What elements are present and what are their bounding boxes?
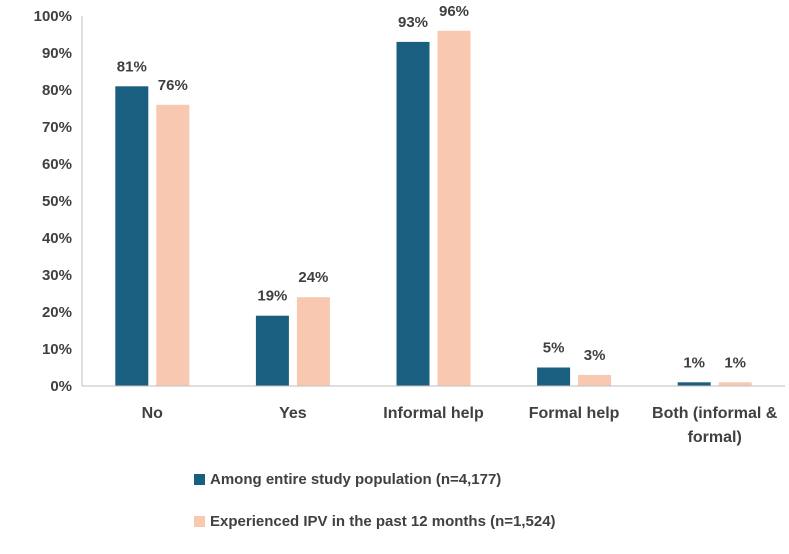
bar-series-1-cat-4 [537, 367, 571, 386]
y-tick-label: 80% [42, 82, 72, 99]
y-tick-label: 30% [42, 267, 72, 284]
data-label-series-1-cat-2: 19% [257, 288, 287, 305]
y-tick-label: 100% [34, 8, 72, 25]
x-category-label: No [142, 405, 164, 422]
bar-series-1-cat-5 [677, 382, 711, 386]
x-category-label: Yes [279, 405, 307, 422]
x-category-label: formal) [688, 429, 742, 446]
x-category-label: Both (informal & [652, 405, 778, 422]
data-label-series-1-cat-3: 93% [398, 14, 428, 31]
y-tick-label: 40% [42, 230, 72, 247]
legend-item-entire-population: Among entire study population (n=4,177) [194, 470, 556, 488]
y-tick-label: 90% [42, 45, 72, 62]
bar-chart: 0% 10% 20% 30% 40% 50% 60% 70% 80% 90% 100% 81% 76%… [34, 3, 785, 446]
bar-series-2-cat-5 [718, 382, 752, 386]
x-axis: No Yes Informal help Formal help Both (infor… [82, 385, 785, 446]
legend-label-experienced-ipv: Experienced IPV in the past 12 months (n… [210, 512, 556, 530]
data-label-series-2-cat-2: 24% [298, 269, 328, 286]
data-label-series-2-cat-4: 3% [584, 347, 606, 364]
legend-item-experienced-ipv: Experienced IPV in the past 12 months (n… [194, 512, 556, 530]
bar-series-1-cat-1 [115, 86, 149, 387]
data-label-series-2-cat-5: 1% [724, 354, 746, 371]
legend: Among entire study population (n=4,177) … [194, 470, 556, 554]
y-tick-label: 20% [42, 304, 72, 321]
bar-series-2-cat-3 [437, 30, 471, 387]
y-axis: 0% 10% 20% 30% 40% 50% 60% 70% 80% 90% 100% [34, 8, 83, 395]
bars [115, 30, 752, 387]
y-tick-label: 0% [50, 378, 72, 395]
y-tick-label: 70% [42, 119, 72, 136]
legend-label-entire-population: Among entire study population (n=4,177) [210, 470, 502, 488]
data-label-series-1-cat-4: 5% [543, 340, 565, 357]
y-tick-label: 60% [42, 156, 72, 173]
bar-series-1-cat-2 [255, 315, 289, 386]
data-label-series-2-cat-1: 76% [158, 77, 188, 94]
legend-swatch-experienced-ipv [194, 515, 205, 527]
x-category-label: Formal help [529, 405, 620, 422]
y-tick-label: 10% [42, 341, 72, 358]
bar-series-2-cat-1 [156, 104, 190, 387]
y-tick-label: 50% [42, 193, 72, 210]
bar-series-2-cat-2 [296, 297, 330, 386]
bar-series-2-cat-4 [578, 374, 612, 386]
x-category-label: Informal help [383, 405, 484, 422]
bar-series-1-cat-3 [396, 41, 430, 387]
data-label-series-2-cat-3: 96% [439, 3, 469, 20]
data-label-series-1-cat-5: 1% [683, 354, 705, 371]
data-labels: 81% 76% 19% 24% 93% 96% 5% 3% 1% 1% [117, 3, 746, 371]
legend-swatch-entire-population [194, 473, 205, 485]
data-label-series-1-cat-1: 81% [117, 58, 147, 75]
